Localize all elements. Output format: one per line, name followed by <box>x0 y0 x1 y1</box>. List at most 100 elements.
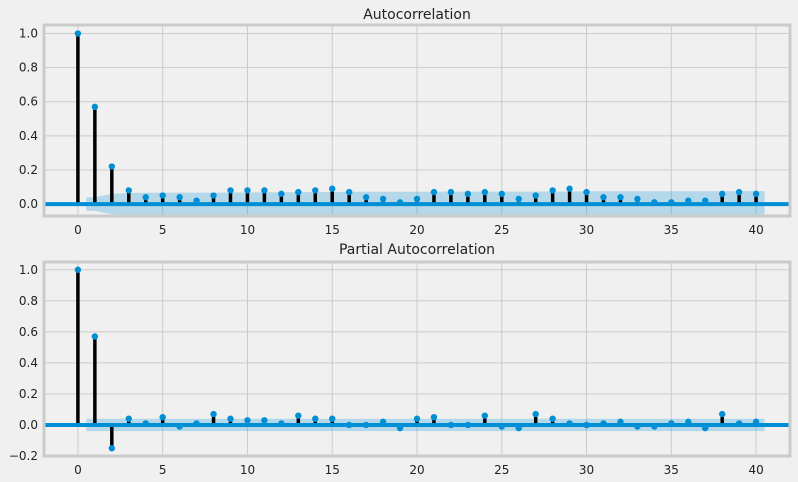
partial-autocorrelation-point-lag-27 <box>532 410 539 418</box>
partial-autocorrelation-point-lag-20 <box>413 415 421 422</box>
partial-autocorrelation-xtick-label: 0 <box>74 463 82 477</box>
partial-autocorrelation-ytick-label: −0.2 <box>9 449 38 463</box>
partial-autocorrelation-xtick-label: 15 <box>325 463 340 477</box>
autocorrelation-point-lag-14 <box>312 187 319 194</box>
partial-autocorrelation-point-lag-37 <box>702 424 709 432</box>
autocorrelation-point-lag-10 <box>244 187 251 194</box>
autocorrelation-point-lag-18 <box>379 195 387 203</box>
partial-autocorrelation-xtick-label: 35 <box>664 463 679 477</box>
autocorrelation-point-lag-22 <box>447 188 455 196</box>
autocorrelation-point-lag-15 <box>329 185 336 192</box>
autocorrelation-ytick-label: 0.8 <box>19 61 38 75</box>
partial-autocorrelation-point-lag-18 <box>379 418 387 426</box>
partial-autocorrelation-point-lag-39 <box>735 420 743 427</box>
partial-autocorrelation-point-lag-9 <box>227 415 234 422</box>
partial-autocorrelation-point-lag-12 <box>278 420 285 427</box>
autocorrelation-markers <box>74 30 760 206</box>
autocorrelation-point-lag-35 <box>668 199 675 206</box>
autocorrelation-xtick-label: 25 <box>494 223 509 237</box>
partial-autocorrelation-point-lag-29 <box>566 420 573 427</box>
autocorrelation-point-lag-36 <box>685 197 692 204</box>
autocorrelation-xtick-label: 40 <box>748 223 763 237</box>
autocorrelation-point-lag-25 <box>498 190 505 198</box>
autocorrelation-point-lag-34 <box>651 199 658 206</box>
autocorrelation-xtick-label: 5 <box>159 223 167 237</box>
partial-autocorrelation-point-lag-8 <box>210 410 217 418</box>
autocorrelation-point-lag-29 <box>566 185 573 192</box>
autocorrelation-xtick-label: 20 <box>409 223 424 237</box>
partial-autocorrelation-point-lag-6 <box>176 423 183 430</box>
partial-autocorrelation-point-lag-26 <box>515 424 522 432</box>
autocorrelation-xtick-label: 15 <box>325 223 340 237</box>
autocorrelation-point-lag-0 <box>74 30 82 37</box>
partial-autocorrelation-point-lag-40 <box>752 418 760 426</box>
autocorrelation-point-lag-13 <box>295 188 302 196</box>
partial-autocorrelation-point-lag-34 <box>651 423 658 430</box>
autocorrelation-ytick-label: 0.4 <box>19 129 38 143</box>
partial-autocorrelation-point-lag-7 <box>193 420 200 427</box>
partial-autocorrelation-point-lag-10 <box>244 417 251 424</box>
autocorrelation-grid <box>44 25 790 216</box>
autocorrelation-ytick-label: 0.6 <box>19 95 38 109</box>
autocorrelation-point-lag-1 <box>91 103 99 111</box>
autocorrelation-point-lag-21 <box>430 188 438 196</box>
autocorrelation-frame <box>42 23 792 218</box>
partial-autocorrelation-point-lag-30 <box>583 421 590 429</box>
partial-autocorrelation-point-lag-33 <box>634 423 641 430</box>
partial-autocorrelation-point-lag-28 <box>549 415 556 422</box>
autocorrelation-point-lag-20 <box>413 195 421 203</box>
partial-autocorrelation-ytick-label: 0.2 <box>19 387 38 401</box>
autocorrelation-ytick-label: 1.0 <box>19 27 38 41</box>
autocorrelation-point-lag-38 <box>718 190 726 198</box>
partial-autocorrelation-point-lag-24 <box>481 412 489 419</box>
autocorrelation-point-lag-28 <box>549 187 556 194</box>
autocorrelation-xtick-label: 30 <box>579 223 594 237</box>
autocorrelation-point-lag-2 <box>108 163 116 170</box>
autocorrelation-point-lag-12 <box>278 190 285 198</box>
partial-autocorrelation-point-lag-15 <box>329 415 336 422</box>
partial-autocorrelation-panel: 0 5 10 15 20 25 30 35 40 −0.2 0.0 0.2 0.4 0.6 0.8 1.0 P… <box>9 242 792 477</box>
partial-autocorrelation-point-lag-25 <box>498 423 505 430</box>
autocorrelation-point-lag-5 <box>159 192 166 199</box>
partial-autocorrelation-point-lag-36 <box>685 418 692 426</box>
partial-autocorrelation-ytick-label: 0.0 <box>19 418 38 432</box>
partial-autocorrelation-markers <box>74 266 760 452</box>
partial-autocorrelation-point-lag-16 <box>345 421 353 429</box>
partial-autocorrelation-xtick-label: 10 <box>240 463 255 477</box>
partial-autocorrelation-point-lag-22 <box>447 421 455 429</box>
autocorrelation-point-lag-17 <box>362 194 370 201</box>
autocorrelation-point-lag-33 <box>634 195 641 203</box>
autocorrelation-point-lag-6 <box>176 194 183 201</box>
partial-autocorrelation-frame <box>42 260 792 458</box>
autocorrelation-point-lag-39 <box>735 188 743 196</box>
autocorrelation-point-lag-37 <box>702 197 709 204</box>
autocorrelation-point-lag-23 <box>464 190 472 198</box>
autocorrelation-xtick-label: 35 <box>664 223 679 237</box>
partial-autocorrelation-xtick-label: 30 <box>579 463 594 477</box>
autocorrelation-ytick-label: 0.0 <box>19 197 38 211</box>
autocorrelation-point-lag-27 <box>532 192 539 199</box>
partial-autocorrelation-point-lag-17 <box>362 421 370 429</box>
partial-autocorrelation-point-lag-0 <box>74 266 82 273</box>
partial-autocorrelation-xtick-label: 5 <box>159 463 167 477</box>
autocorrelation-point-lag-16 <box>345 188 353 196</box>
partial-autocorrelation-ytick-label: 0.6 <box>19 325 38 339</box>
autocorrelation-xtick-label: 0 <box>74 223 82 237</box>
partial-autocorrelation-point-lag-14 <box>312 415 319 422</box>
autocorrelation-point-lag-3 <box>125 187 132 194</box>
autocorrelation-point-lag-11 <box>261 187 268 194</box>
autocorrelation-tick-labels: 0 5 10 15 20 25 30 35 40 0.0 0.2 0.4 0.6 0.8 1.0 <box>19 27 764 237</box>
partial-autocorrelation-point-lag-32 <box>617 418 624 426</box>
autocorrelation-panel: 0 5 10 15 20 25 30 35 40 0.0 0.2 0.4 0.6 0.8 1.0 Autoc… <box>19 7 792 237</box>
autocorrelation-point-lag-30 <box>583 188 590 196</box>
autocorrelation-point-lag-4 <box>142 194 149 201</box>
partial-autocorrelation-point-lag-35 <box>668 420 675 427</box>
autocorrelation-point-lag-19 <box>396 199 404 206</box>
autocorrelation-point-lag-31 <box>600 194 607 201</box>
partial-autocorrelation-title: Partial Autocorrelation <box>339 242 495 258</box>
autocorrelation-point-lag-40 <box>752 190 760 198</box>
autocorrelation-point-lag-9 <box>227 187 234 194</box>
partial-autocorrelation-point-lag-3 <box>125 415 132 422</box>
partial-autocorrelation-point-lag-19 <box>396 424 404 432</box>
partial-autocorrelation-tick-labels: 0 5 10 15 20 25 30 35 40 −0.2 0.0 0.2 0.4 0.6 0.8 1.0 <box>9 263 764 477</box>
